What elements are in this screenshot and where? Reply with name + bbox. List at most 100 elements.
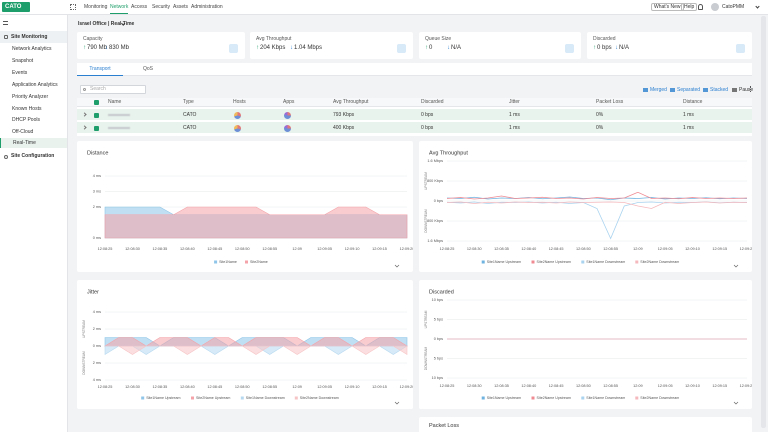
apps-icon[interactable] [284, 111, 291, 119]
y-tick-label: 10 bps [432, 298, 444, 302]
stat-icon [565, 44, 574, 53]
x-tick-label: 12:08:25 [440, 384, 455, 388]
chart-card: Jitter 4 ms 2 ms 0 ms 2 ms 4 ms UPSTREAM DOWNST… [77, 280, 413, 409]
x-tick-label: 12:08:35 [494, 247, 509, 251]
user-chevron[interactable] [755, 4, 760, 9]
hosts-icon[interactable] [234, 124, 241, 132]
legend-label: Site1Name Downstream [586, 396, 625, 400]
y-tick-label: 4 ms [93, 378, 101, 382]
stat-title: Discarded [593, 36, 616, 42]
stat-icon [229, 44, 238, 53]
chart: Distance 4 ms 3 ms 2 ms 0 ms 12:08:25 12:08:30… [87, 150, 413, 268]
section-icon [4, 155, 8, 159]
section-header[interactable]: Site Monitoring [0, 31, 67, 43]
column-header[interactable]: Discarded [421, 99, 444, 105]
legend-swatch [481, 260, 485, 264]
nav-item[interactable]: Monitoring [84, 4, 108, 10]
toolbar-button[interactable]: Pause [739, 87, 754, 93]
stat-down: 1.04 Mbps [290, 45, 322, 51]
column-header[interactable]: Distance [683, 99, 703, 105]
breadcrumb[interactable]: Israel Office | Real Time [78, 21, 135, 27]
menu-toggle[interactable] [3, 21, 8, 25]
tab[interactable]: QoS [142, 66, 153, 72]
hosts-icon[interactable] [234, 111, 241, 119]
x-tick-label: 12:09:20 [740, 247, 752, 251]
x-tick-label: 12:08:25 [98, 385, 113, 389]
stat-title: Capacity [83, 36, 103, 42]
redacted-name [108, 114, 130, 116]
y-tick-label: 3 ms [93, 190, 101, 194]
sidebar-item[interactable]: DHCP Pools [12, 117, 40, 123]
x-tick-label: 12:08:35 [153, 247, 168, 251]
x-tick-label: 12:09:15 [372, 385, 387, 389]
column-header[interactable]: Name [108, 99, 122, 105]
table: Name Type Hosts Apps Avg Throughput Discarded… [77, 98, 752, 136]
x-tick-label: 12:09:20 [740, 384, 752, 388]
column-header[interactable]: Apps [283, 99, 295, 105]
sidebar-item[interactable]: Off-Cloud [12, 129, 34, 135]
chart-title: Avg Throughput [429, 150, 468, 156]
toolbar-button[interactable]: Merged [650, 87, 667, 93]
search-box[interactable]: Search [80, 85, 146, 94]
x-tick-label: 12:09:15 [372, 247, 387, 251]
chart-title: Jitter [87, 289, 99, 295]
nav-item[interactable]: Assets [173, 4, 189, 10]
legend-swatch [294, 396, 298, 400]
nav-item[interactable]: Access [131, 4, 148, 10]
x-tick-label: 12:08:55 [262, 247, 277, 251]
nav-item[interactable]: Network [110, 0, 129, 14]
column-header[interactable]: Packet Loss [596, 99, 624, 105]
more-menu[interactable] [750, 86, 751, 92]
y-tick-label: 0 bps [434, 199, 443, 203]
checkbox[interactable] [94, 112, 99, 118]
whats-new-button[interactable]: What's New [651, 3, 684, 11]
x-tick-label: 12:08:50 [235, 247, 250, 251]
column-header[interactable]: Type [183, 99, 194, 105]
nav-item[interactable]: Administration [191, 4, 223, 10]
x-tick-label: 12:08:30 [467, 384, 482, 388]
sidebar-item[interactable]: Snapshot [12, 58, 34, 64]
table-row[interactable]: CATO 400 Kbps 0 bps 1 ms 0% 1 ms [77, 122, 752, 134]
chart-title: Discarded [429, 289, 454, 295]
tab-bar: Transport QoS [77, 63, 752, 76]
chart: Jitter 4 ms 2 ms 0 ms 2 ms 4 ms UPSTREAM DOWNST… [82, 289, 413, 405]
table-cell: 1 ms [683, 112, 694, 118]
x-tick-label: 12:08:25 [98, 247, 113, 251]
sidebar-item[interactable]: Real-Time [0, 138, 67, 148]
sidebar-item[interactable]: Known Hosts [12, 106, 42, 112]
tab[interactable]: Transport [77, 63, 123, 76]
toolbar-button[interactable]: Separated [677, 87, 701, 93]
x-tick-label: 12:09:15 [712, 247, 727, 251]
x-tick-label: 12:08:25 [440, 247, 455, 251]
table-row[interactable]: CATO 793 Kbps 0 bps 1 ms 0% 1 ms [77, 109, 752, 121]
sidebar-item[interactable]: Priority Analyzer [12, 94, 49, 100]
expand-button[interactable] [82, 112, 87, 117]
area [104, 206, 408, 239]
column-header[interactable]: Jitter [509, 99, 520, 105]
x-tick-label: 12:08:35 [494, 384, 509, 388]
checkbox[interactable] [94, 125, 99, 131]
section-header[interactable]: Site Configuration [11, 153, 55, 159]
legend-swatch [245, 260, 248, 264]
sidebar-item[interactable]: Application Analytics [12, 82, 58, 88]
expand-button[interactable] [82, 125, 87, 130]
nav-item[interactable]: Security [152, 4, 171, 10]
y-tick-label: 10 bps [432, 376, 444, 380]
checkbox[interactable] [94, 100, 99, 105]
scrollbar [761, 16, 766, 428]
sidebar-item[interactable]: Network Analytics [12, 46, 52, 52]
x-tick-label: 12:08:40 [180, 385, 195, 389]
column-header[interactable]: Avg Throughput [333, 99, 369, 105]
toolbar-button[interactable]: Stacked [710, 87, 729, 93]
legend-label: Site2Name Upstream [537, 260, 571, 264]
x-tick-label: 12:08:40 [180, 247, 195, 251]
apps-icon[interactable] [284, 124, 291, 132]
table-cell: 793 Kbps [333, 112, 355, 118]
help-button[interactable]: Help [681, 3, 698, 11]
column-header[interactable]: Hosts [233, 99, 246, 105]
line [446, 201, 748, 240]
sidebar-item[interactable]: Events [12, 70, 28, 76]
y-tick-label: 0 ms [93, 236, 101, 240]
user-name[interactable]: CatoPMM [722, 4, 745, 10]
x-tick-label: 12:08:40 [521, 384, 536, 388]
